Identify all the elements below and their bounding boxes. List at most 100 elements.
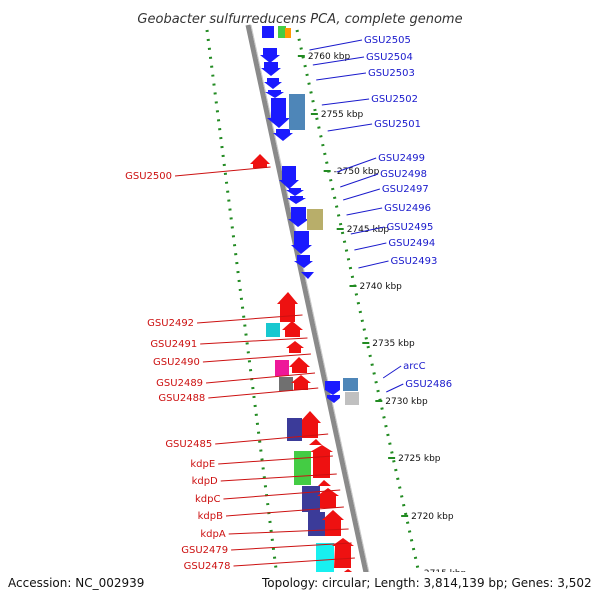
gene-leader-line — [197, 314, 303, 324]
gc-inner-dots — [205, 29, 282, 600]
gene-label-forward: GSU2492 — [147, 318, 194, 329]
gene-reverse — [267, 98, 290, 128]
gene-reverse — [279, 166, 299, 189]
gene-forward — [289, 357, 310, 373]
gene-label-forward: kdpE — [190, 459, 215, 470]
gene-forward — [277, 292, 298, 322]
gene-leader-line — [223, 489, 341, 500]
gene-leader-line — [327, 123, 373, 132]
map-title: Geobacter sulfurreducens PCA, complete g… — [137, 12, 462, 27]
gene-forward — [282, 321, 303, 337]
gene-reverse — [289, 94, 305, 130]
gene-leader-line — [336, 157, 377, 173]
gene-leader-line — [316, 72, 367, 81]
gene-forward — [291, 375, 311, 390]
kbp-tick-label: 2755 kbp — [321, 110, 364, 120]
gene-leader-line — [321, 98, 370, 106]
gene-leader-line — [350, 226, 385, 235]
kbp-tick-label: 2735 kbp — [372, 339, 415, 349]
gene-label-reverse: GSU2493 — [391, 256, 438, 267]
gene-leader-line — [225, 506, 344, 517]
gene-label-reverse: GSU2494 — [388, 238, 435, 249]
footer-right-bg — [258, 572, 600, 600]
gene-reverse — [287, 196, 306, 204]
reverse-gene-labels: GSU2505 GSU2504 GSU2503 GSU2502 GSU2501 GSU24… — [309, 35, 452, 393]
gene-forward — [318, 480, 331, 486]
gene-forward — [275, 360, 289, 376]
gene-reverse — [345, 392, 359, 405]
gene-reverse — [291, 231, 312, 254]
gene-leader-line — [174, 166, 271, 177]
gene-forward — [322, 510, 344, 536]
gene-label-reverse: GSU2502 — [371, 94, 418, 105]
gene-forward — [287, 418, 302, 441]
gene-reverse — [261, 62, 281, 76]
genome-summary-text: Topology: circular; Length: 3,814,139 bp… — [261, 576, 592, 590]
gene-label-reverse: GSU2501 — [374, 119, 421, 130]
gene-leader-line — [231, 542, 352, 551]
gene-leader-line — [233, 557, 355, 567]
gene-leader-line — [346, 207, 383, 216]
gene-reverse — [325, 381, 340, 395]
gene-reverse — [301, 272, 314, 279]
gene-label-reverse: GSU2496 — [384, 203, 431, 214]
kbp-tick-label: 2730 kbp — [385, 397, 428, 407]
accession-text: Accession: NC_002939 — [8, 576, 144, 590]
gene-reverse — [288, 207, 309, 227]
gene-leader-line — [340, 173, 379, 188]
gene-label-forward: kdpD — [192, 476, 218, 487]
gene-label-forward: kdpC — [195, 494, 220, 505]
gene-reverse — [307, 209, 323, 230]
kbp-tick-label: -2750 kbp — [334, 167, 380, 177]
gene-forward — [316, 543, 334, 578]
gene-forward — [294, 451, 311, 485]
gene-leader-line — [218, 455, 333, 465]
gene-label-forward: GSU2485 — [165, 439, 212, 450]
gene-forward — [299, 411, 321, 438]
backbone-line — [245, 24, 375, 600]
footer-left-bg — [0, 570, 260, 600]
gene-label-forward: kdpB — [198, 511, 223, 522]
gene-label-forward: GSU2478 — [184, 561, 231, 572]
gene-label-forward: GSU2500 — [125, 171, 172, 182]
gene-forward — [309, 439, 322, 445]
gene-leader-line — [382, 365, 402, 379]
gene-reverse — [327, 395, 340, 403]
gene-reverse — [285, 28, 291, 38]
gene-leader-line — [386, 383, 404, 393]
gene-reverse — [343, 378, 358, 391]
gene-leader-line — [215, 433, 329, 445]
gene-reverse — [265, 90, 284, 98]
gene-reverse — [273, 129, 293, 141]
kbp-tick-label: 2760 kbp — [308, 52, 351, 62]
gene-label-reverse: GSU2499 — [378, 153, 425, 164]
gene-leader-line — [312, 56, 365, 66]
gene-leader-line — [354, 242, 387, 251]
gc-skew-track — [205, 29, 427, 600]
gene-reverse — [286, 188, 304, 196]
gc-outer-dots — [295, 29, 427, 600]
gene-label-reverse: GSU2503 — [368, 68, 415, 79]
gene-label-reverse: arcC — [403, 361, 426, 372]
gene-label-reverse: GSU2495 — [386, 222, 433, 233]
kbp-tick-label: 2740 kbp — [359, 282, 402, 292]
gene-label-reverse: GSU2497 — [382, 184, 429, 195]
gene-leader-line — [220, 473, 337, 482]
gene-leader-line — [208, 387, 319, 399]
reverse-strand-genes — [260, 26, 359, 405]
gene-label-forward: GSU2491 — [150, 339, 197, 350]
gene-forward — [279, 377, 293, 391]
gene-forward — [286, 341, 304, 353]
gene-forward — [308, 512, 325, 536]
kbp-tick-label: 2725 kbp — [398, 454, 441, 464]
gene-leader-line — [200, 337, 308, 345]
gene-label-reverse: GSU2505 — [364, 35, 411, 46]
gene-reverse — [262, 26, 274, 38]
gene-reverse — [264, 78, 282, 89]
gene-leader-line — [228, 528, 349, 535]
gene-leader-line — [358, 260, 389, 269]
gene-label-forward: GSU2489 — [156, 378, 203, 389]
gene-label-reverse: GSU2504 — [366, 52, 413, 63]
gene-leader-line — [202, 353, 311, 363]
